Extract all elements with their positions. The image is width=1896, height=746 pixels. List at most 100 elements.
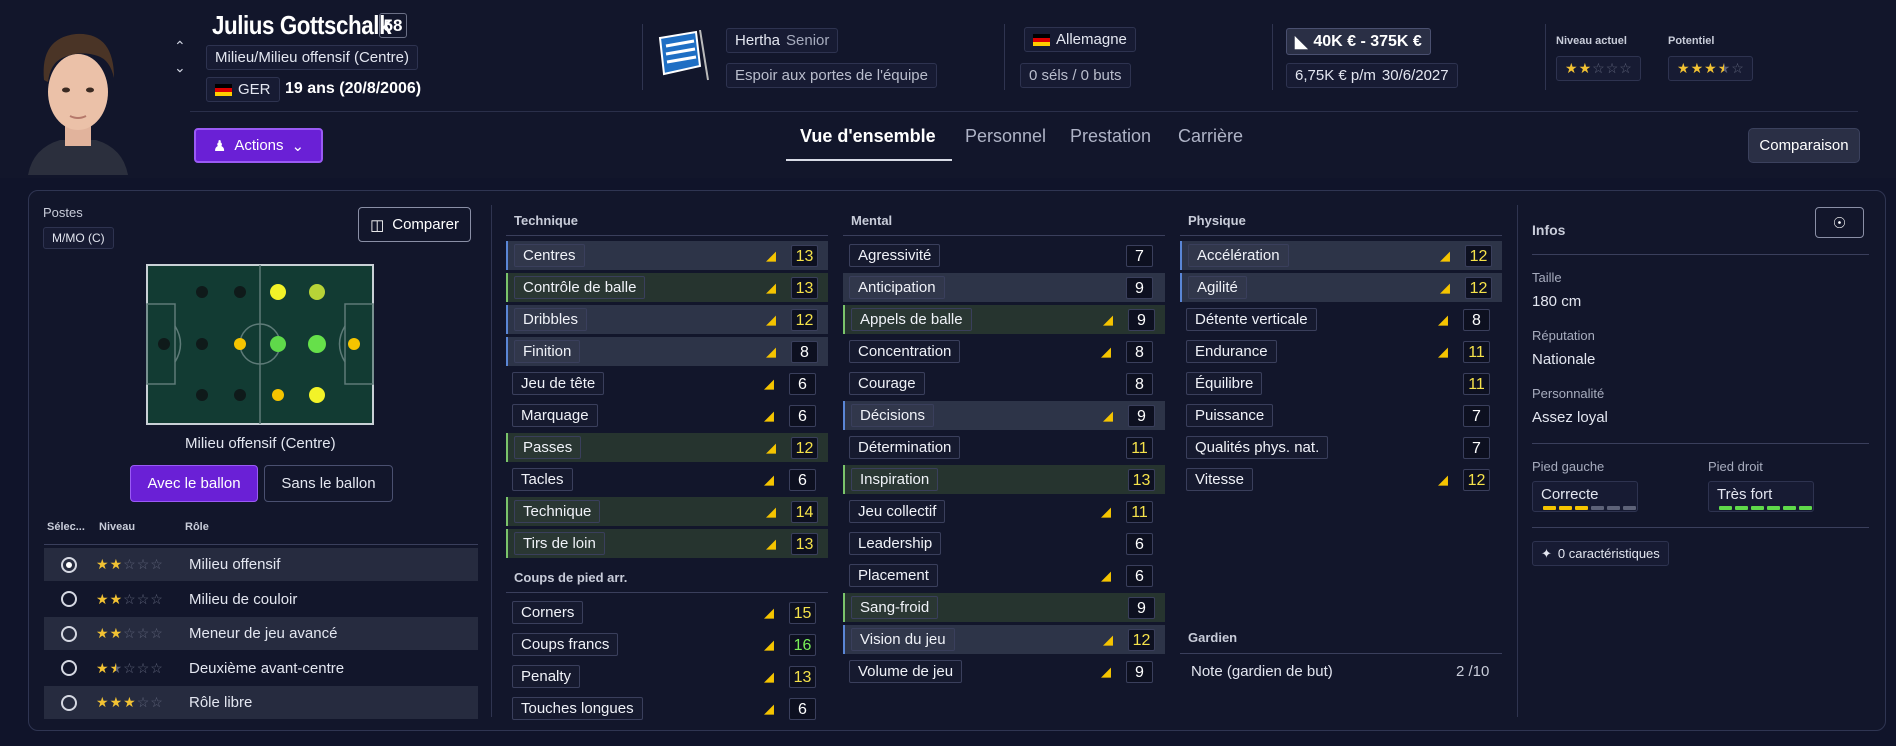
attribute-name: Passes [514, 436, 582, 459]
attribute-row[interactable]: Contrôle de balle ◢ 13 [506, 273, 828, 302]
radio-button[interactable] [61, 556, 77, 573]
profile-settings-button[interactable]: ☉ [1815, 207, 1864, 238]
tab-personal[interactable]: Personnel [965, 126, 1047, 146]
tab-performance[interactable]: Prestation [1070, 126, 1152, 146]
traits-button[interactable]: ✦ 0 caractéristiques [1532, 541, 1669, 566]
divider [1517, 205, 1518, 717]
attribute-value: 12 [791, 436, 818, 459]
infos-title: Infos [1532, 222, 1566, 238]
attribute-row[interactable]: Vitesse ◢ 12 [1180, 465, 1502, 494]
attribute-row[interactable]: Courage 8 [843, 369, 1165, 398]
attribute-row[interactable]: Touches longues ◢ 6 [506, 694, 828, 723]
divider [491, 205, 492, 717]
radio-button[interactable] [61, 625, 77, 642]
attribute-row[interactable]: Détente verticale ◢ 8 [1180, 305, 1502, 334]
attribute-row[interactable]: Leadership 6 [843, 529, 1165, 558]
attribute-row[interactable]: Technique ◢ 14 [506, 497, 828, 526]
tab-overview[interactable]: Vue d'ensemble [800, 126, 936, 146]
attribute-row[interactable]: Décisions ◢ 9 [843, 401, 1165, 430]
attribute-row[interactable]: Corners ◢ 15 [506, 598, 828, 627]
attribute-row[interactable]: Équilibre 11 [1180, 369, 1502, 398]
attribute-row[interactable]: Tacles ◢ 6 [506, 465, 828, 494]
trend-up-icon: ◢ [1101, 503, 1111, 519]
foot-level-segment [1767, 506, 1780, 510]
attribute-row[interactable]: Centres ◢ 13 [506, 241, 828, 270]
attribute-row[interactable]: Endurance ◢ 11 [1180, 337, 1502, 366]
attribute-row[interactable]: Dribbles ◢ 12 [506, 305, 828, 334]
attribute-row[interactable]: Passes ◢ 12 [506, 433, 828, 462]
attribute-row[interactable]: Penalty ◢ 13 [506, 662, 828, 691]
role-name: Meneur de jeu avancé [189, 625, 338, 642]
attribute-row[interactable]: Agilité ◢ 12 [1180, 273, 1502, 302]
left-foot-value: Correcte [1541, 486, 1599, 503]
attribute-row[interactable]: Inspiration 13 [843, 465, 1165, 494]
club-pill[interactable]: Hertha Senior [726, 28, 839, 53]
attribute-value: 6 [1126, 532, 1153, 555]
role-row[interactable]: ★ ★ ☆ ☆ ☆ Milieu offensif [44, 548, 478, 581]
divider [843, 235, 1165, 236]
attribute-name: Puissance [1186, 404, 1274, 427]
trend-up-icon: ◢ [764, 636, 774, 652]
attribute-row[interactable]: Placement ◢ 6 [843, 561, 1165, 590]
attribute-row[interactable]: Finition ◢ 8 [506, 337, 828, 366]
role-row[interactable]: ★ ★ ☆ ☆ ☆ Deuxième avant-centre [44, 652, 478, 685]
potential-stars: ★ ★ ★ ★ ☆ [1668, 56, 1753, 81]
tab-career[interactable]: Carrière [1178, 126, 1244, 146]
attribute-name: Détermination [849, 436, 961, 459]
compare-positions-button[interactable]: ◫ Comparer [358, 207, 471, 242]
role-row[interactable]: ★ ★ ★ ☆ ☆ Rôle libre [44, 686, 478, 719]
attribute-row[interactable]: Agressivité 7 [843, 241, 1165, 270]
next-player-icon[interactable]: ⌃ [174, 59, 186, 75]
contract-pill[interactable]: 6,75K € p/m 30/6/2027 [1286, 63, 1458, 88]
player-photo [18, 20, 138, 175]
foot-level-segment [1575, 506, 1588, 510]
international-pill[interactable]: Allemagne [1024, 27, 1136, 52]
divider [1004, 24, 1005, 90]
radio-button[interactable] [61, 591, 77, 607]
attribute-value: 16 [789, 633, 816, 656]
trend-up-icon: ◢ [1103, 407, 1113, 423]
actions-button[interactable]: ♟ Actions ⌄ [194, 128, 323, 163]
club-crest-icon[interactable] [656, 29, 714, 87]
right-foot-value: Très fort [1717, 486, 1773, 503]
compare-label: Comparer [392, 216, 459, 233]
attribute-row[interactable]: Tirs de loin ◢ 13 [506, 529, 828, 558]
attribute-value: 7 [1463, 404, 1490, 427]
attribute-row[interactable]: Jeu de tête ◢ 6 [506, 369, 828, 398]
attribute-row[interactable]: Détermination 11 [843, 433, 1165, 462]
attribute-row[interactable]: Marquage ◢ 6 [506, 401, 828, 430]
attribute-row[interactable]: Concentration ◢ 8 [843, 337, 1165, 366]
radio-button[interactable] [61, 694, 77, 711]
attribute-row[interactable]: Sang-froid 9 [843, 593, 1165, 622]
attribute-value: 13 [791, 276, 818, 299]
trend-up-icon: ◢ [766, 343, 776, 359]
prev-player-icon[interactable]: ⌃ [174, 38, 186, 54]
attribute-row[interactable]: Appels de balle ◢ 9 [843, 305, 1165, 334]
transfer-value-pill[interactable]: ◣ 40K € - 375K € [1286, 28, 1431, 55]
trend-up-icon: ◢ [766, 535, 776, 551]
trend-up-icon: ◢ [1438, 471, 1448, 487]
role-row[interactable]: ★ ★ ☆ ☆ ☆ Meneur de jeu avancé [44, 617, 478, 650]
radio-button[interactable] [61, 660, 77, 676]
attribute-row[interactable]: Anticipation 9 [843, 273, 1165, 302]
height-label: Taille [1532, 270, 1562, 285]
comparison-button[interactable]: Comparaison [1748, 128, 1860, 163]
attribute-name: Courage [849, 372, 925, 395]
attribute-row[interactable]: Qualités phys. nat. 7 [1180, 433, 1502, 462]
with-ball-button[interactable]: Avec le ballon [130, 465, 258, 502]
attribute-row[interactable]: Vision du jeu ◢ 12 [843, 625, 1165, 654]
attribute-row[interactable]: Coups francs ◢ 16 [506, 630, 828, 659]
divider [1545, 24, 1546, 90]
traits-label: 0 caractéristiques [1557, 546, 1660, 561]
nationality-pill[interactable]: GER [206, 77, 280, 102]
reputation-value: Nationale [1532, 351, 1596, 368]
attribute-value: 7 [1126, 244, 1153, 267]
attribute-row[interactable]: Puissance 7 [1180, 401, 1502, 430]
attribute-row[interactable]: Volume de jeu ◢ 9 [843, 657, 1165, 686]
attribute-row[interactable]: Accélération ◢ 12 [1180, 241, 1502, 270]
international-country: Allemagne [1056, 31, 1127, 48]
role-row[interactable]: ★ ★ ☆ ☆ ☆ Milieu de couloir [44, 583, 478, 616]
attribute-name: Qualités phys. nat. [1186, 436, 1329, 459]
without-ball-button[interactable]: Sans le ballon [264, 465, 393, 502]
attribute-row[interactable]: Jeu collectif ◢ 11 [843, 497, 1165, 526]
